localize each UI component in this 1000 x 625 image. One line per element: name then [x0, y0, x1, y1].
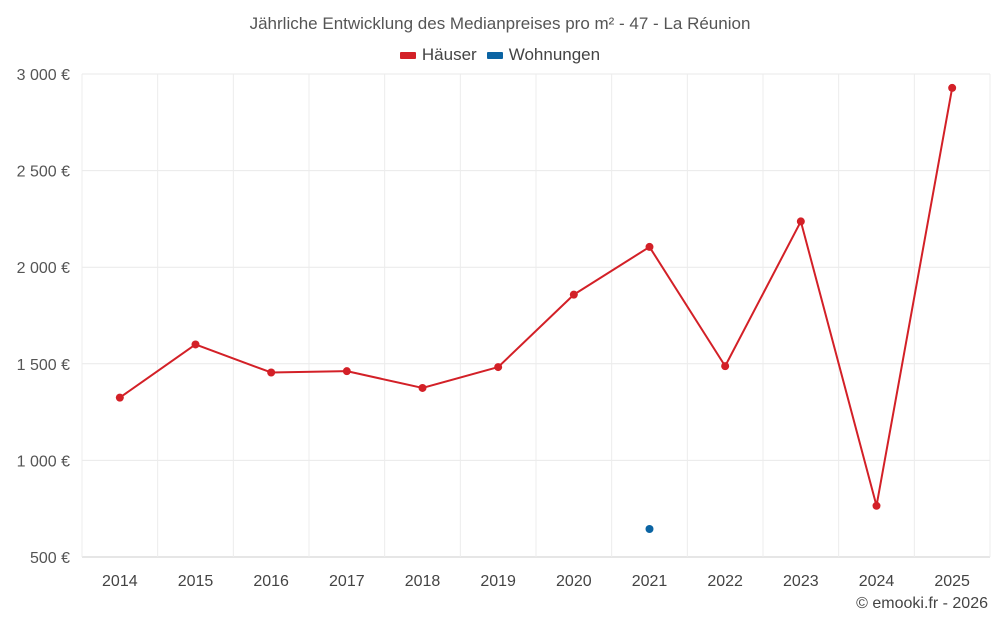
- x-tick-label: 2025: [934, 573, 970, 590]
- data-point-0: [721, 362, 730, 371]
- data-point-0: [191, 340, 200, 349]
- data-point-0: [342, 367, 351, 376]
- chart-title: Jährliche Entwicklung des Medianpreises …: [249, 14, 751, 33]
- legend-swatch-houses: [399, 51, 416, 59]
- copyright-credit: © emooki.fr - 2026: [856, 595, 988, 612]
- x-tick-label: 2015: [178, 573, 214, 590]
- x-tick-label: 2021: [632, 573, 668, 590]
- data-point-0: [872, 501, 881, 510]
- x-tick-label: 2022: [707, 573, 743, 590]
- x-tick-label: 2018: [405, 573, 441, 590]
- data-point-0: [115, 393, 124, 402]
- x-tick-label: 2024: [859, 573, 895, 590]
- legend-item-apartments[interactable]: Wohnungen: [486, 45, 601, 65]
- y-tick-label: 2 500 €: [17, 164, 70, 181]
- data-point-0: [267, 368, 276, 377]
- y-tick-label: 2 000 €: [17, 260, 70, 277]
- x-tick-label: 2017: [329, 573, 365, 590]
- y-tick-label: 1 000 €: [17, 453, 70, 470]
- data-point-1: [645, 524, 654, 533]
- data-point-0: [569, 290, 578, 299]
- y-tick-label: 500 €: [30, 550, 70, 567]
- x-tick-label: 2019: [480, 573, 516, 590]
- chart-legend: Häuser Wohnungen: [0, 45, 1000, 65]
- x-tick-label: 2014: [102, 573, 138, 590]
- legend-label-apartments: Wohnungen: [508, 45, 601, 64]
- data-point-0: [418, 383, 427, 392]
- legend-item-houses[interactable]: Häuser: [399, 45, 477, 65]
- x-tick-label: 2016: [253, 573, 289, 590]
- x-tick-label: 2023: [783, 573, 819, 590]
- x-tick-label: 2020: [556, 573, 592, 590]
- y-tick-label: 3 000 €: [17, 67, 70, 84]
- data-point-0: [796, 217, 805, 226]
- legend-swatch-apartments: [486, 51, 503, 59]
- data-point-0: [645, 242, 654, 251]
- legend-label-houses: Häuser: [421, 45, 477, 64]
- series-line-0: [119, 87, 954, 507]
- y-tick-label: 1 500 €: [17, 357, 70, 374]
- data-point-0: [948, 83, 957, 92]
- data-point-0: [494, 363, 503, 372]
